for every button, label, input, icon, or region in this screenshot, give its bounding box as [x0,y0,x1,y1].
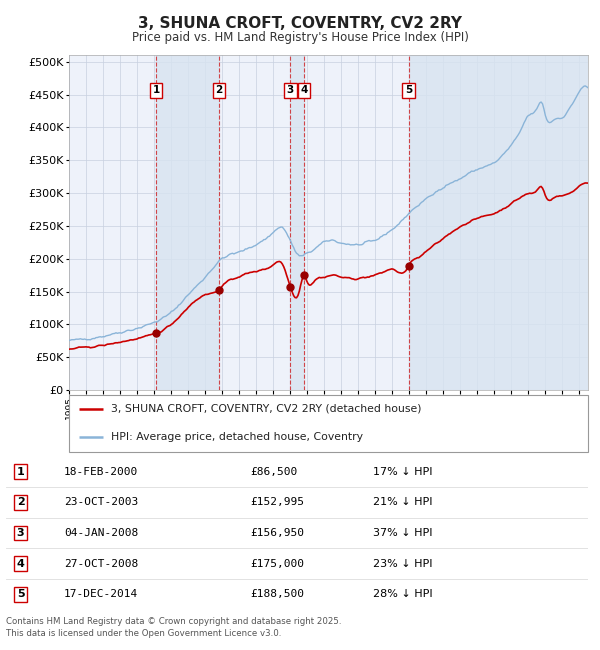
Text: 28% ↓ HPI: 28% ↓ HPI [373,590,432,599]
Text: £156,950: £156,950 [250,528,304,538]
Bar [156,55,219,390]
Text: 5: 5 [17,590,25,599]
Text: 23-OCT-2003: 23-OCT-2003 [64,497,139,507]
Text: 3, SHUNA CROFT, COVENTRY, CV2 2RY: 3, SHUNA CROFT, COVENTRY, CV2 2RY [138,16,462,31]
Text: Contains HM Land Registry data © Crown copyright and database right 2025.
This d: Contains HM Land Registry data © Crown c… [6,618,341,638]
FancyBboxPatch shape [69,395,588,452]
Text: 1: 1 [17,467,25,476]
Text: 4: 4 [17,559,25,569]
Text: 3, SHUNA CROFT, COVENTRY, CV2 2RY (detached house): 3, SHUNA CROFT, COVENTRY, CV2 2RY (detac… [110,404,421,414]
Text: 18-FEB-2000: 18-FEB-2000 [64,467,139,476]
Text: 3: 3 [287,85,294,96]
Text: £152,995: £152,995 [250,497,304,507]
Text: £175,000: £175,000 [250,559,304,569]
Text: 27-OCT-2008: 27-OCT-2008 [64,559,139,569]
Text: 5: 5 [405,85,412,96]
Bar [409,55,588,390]
Text: £86,500: £86,500 [250,467,298,476]
Text: 37% ↓ HPI: 37% ↓ HPI [373,528,432,538]
Bar [290,55,304,390]
Text: Price paid vs. HM Land Registry's House Price Index (HPI): Price paid vs. HM Land Registry's House … [131,31,469,44]
Text: £188,500: £188,500 [250,590,304,599]
Text: HPI: Average price, detached house, Coventry: HPI: Average price, detached house, Cove… [110,432,362,443]
Text: 1: 1 [152,85,160,96]
Text: 2: 2 [17,497,25,507]
Text: 4: 4 [301,85,308,96]
Text: 17% ↓ HPI: 17% ↓ HPI [373,467,432,476]
Text: 17-DEC-2014: 17-DEC-2014 [64,590,139,599]
Text: 23% ↓ HPI: 23% ↓ HPI [373,559,432,569]
Text: 21% ↓ HPI: 21% ↓ HPI [373,497,432,507]
Text: 3: 3 [17,528,25,538]
Text: 2: 2 [215,85,223,96]
Text: 04-JAN-2008: 04-JAN-2008 [64,528,139,538]
